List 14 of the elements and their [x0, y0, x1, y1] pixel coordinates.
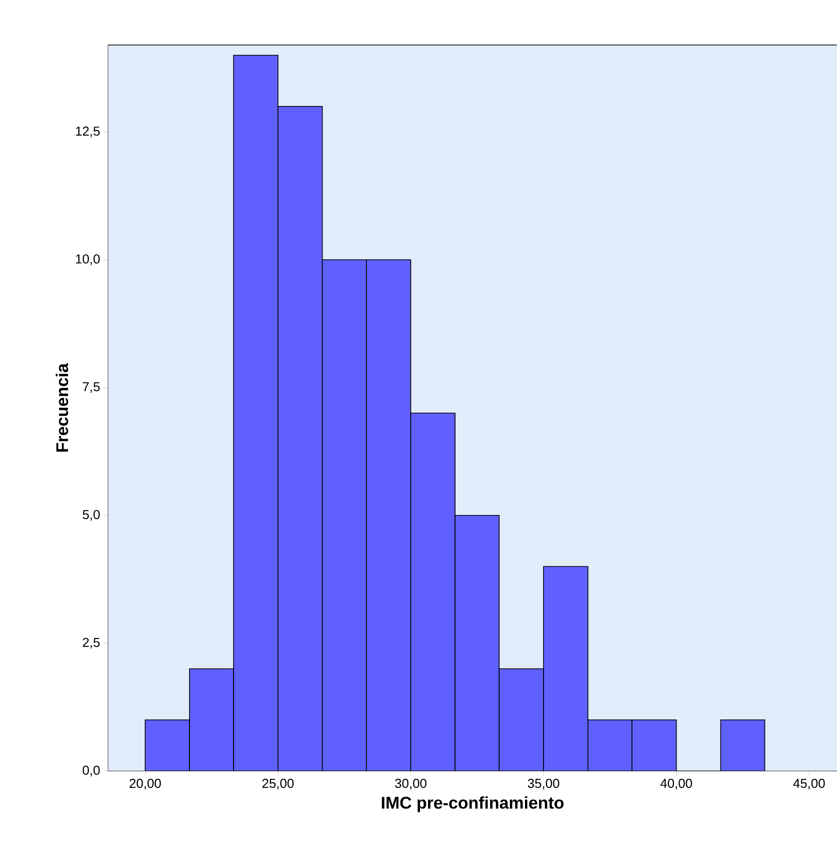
y-tick-label: 10,0	[76, 254, 100, 266]
x-axis-title: IMC pre-confinamiento	[382, 796, 564, 812]
y-axis-title: Frecuencia	[56, 363, 68, 452]
x-tick-label: 40,00	[660, 778, 692, 790]
y-tick-label: 7,5	[82, 382, 100, 393]
y-tick-label: 2,5	[82, 638, 100, 649]
x-tick-label: 20,00	[130, 778, 161, 790]
y-tick-label: 0,0	[82, 766, 100, 776]
x-tick-label: 45,00	[793, 778, 825, 790]
x-tick-label: 30,00	[395, 778, 426, 790]
y-tick-label: 12,5	[76, 126, 100, 138]
y-tick-label: 5,0	[82, 510, 100, 521]
x-tick-label: 25,00	[262, 778, 294, 790]
x-tick-label: 35,00	[528, 778, 560, 790]
